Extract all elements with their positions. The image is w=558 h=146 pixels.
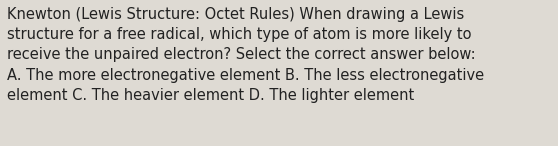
Text: Knewton (Lewis Structure: Octet Rules) When drawing a Lewis
structure for a free: Knewton (Lewis Structure: Octet Rules) W… <box>7 7 484 103</box>
